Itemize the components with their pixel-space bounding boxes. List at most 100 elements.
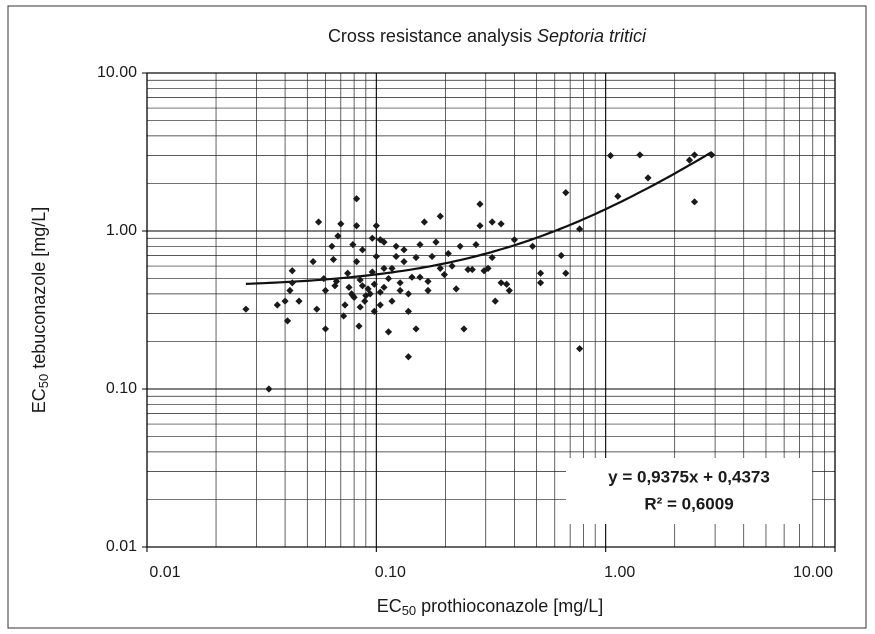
point bbox=[400, 246, 408, 254]
point bbox=[392, 252, 400, 261]
point bbox=[562, 188, 570, 197]
x-label-sub: 50 bbox=[402, 603, 416, 618]
point bbox=[372, 222, 380, 230]
point bbox=[281, 297, 289, 305]
y-tick-label: 1.00 bbox=[106, 222, 137, 239]
point bbox=[286, 286, 294, 295]
y-tick-label: 10.00 bbox=[97, 64, 137, 81]
point bbox=[356, 276, 364, 284]
point bbox=[488, 218, 496, 226]
point bbox=[488, 253, 496, 262]
point bbox=[685, 156, 694, 164]
point bbox=[440, 270, 448, 279]
point bbox=[368, 234, 376, 242]
point bbox=[352, 258, 361, 266]
point bbox=[576, 345, 584, 353]
point bbox=[436, 264, 444, 272]
point bbox=[358, 282, 367, 290]
point bbox=[404, 290, 413, 298]
r-squared: R² = 0,6009 bbox=[644, 494, 733, 513]
x-label-text: EC bbox=[377, 596, 402, 616]
point bbox=[708, 151, 716, 159]
point bbox=[436, 212, 444, 220]
point bbox=[370, 280, 378, 288]
x-label-rest: prothioconazole [mg/L] bbox=[416, 596, 603, 616]
chart-frame bbox=[7, 5, 867, 629]
point bbox=[412, 253, 420, 262]
point bbox=[332, 277, 341, 285]
point bbox=[464, 265, 472, 274]
point bbox=[320, 274, 328, 283]
point bbox=[468, 265, 476, 274]
point bbox=[416, 241, 424, 249]
point bbox=[380, 264, 388, 272]
trend-equation: y = 0,9375x + 0,4373 bbox=[608, 467, 770, 486]
point bbox=[321, 325, 330, 333]
point bbox=[444, 249, 452, 258]
point bbox=[484, 264, 492, 272]
point bbox=[314, 218, 323, 226]
point bbox=[452, 285, 460, 293]
y-axis-label: EC50 tebuconazole [mg/L] bbox=[29, 207, 52, 414]
point bbox=[432, 238, 440, 246]
point bbox=[370, 307, 378, 315]
point bbox=[283, 317, 292, 325]
point bbox=[341, 301, 349, 309]
title-italic: Septoria tritici bbox=[537, 26, 647, 46]
point bbox=[242, 305, 250, 313]
point bbox=[528, 242, 537, 250]
point bbox=[404, 353, 413, 361]
point bbox=[376, 288, 384, 296]
point bbox=[614, 192, 622, 200]
point bbox=[349, 241, 357, 249]
plot-border bbox=[146, 72, 836, 548]
point bbox=[361, 297, 369, 305]
point bbox=[340, 312, 348, 320]
point bbox=[497, 220, 505, 228]
point bbox=[510, 236, 519, 244]
point bbox=[420, 218, 428, 226]
point bbox=[606, 152, 615, 160]
y-tick-label: 0.10 bbox=[106, 380, 137, 397]
chart-title: Cross resistance analysis Septoria triti… bbox=[328, 26, 647, 46]
point bbox=[384, 274, 393, 283]
equation-box bbox=[566, 458, 812, 524]
x-tick-label: 0.01 bbox=[149, 564, 180, 581]
point bbox=[355, 322, 363, 330]
point bbox=[400, 258, 408, 266]
point bbox=[356, 303, 364, 311]
point bbox=[376, 301, 384, 309]
y-label-rest: tebuconazole [mg/L] bbox=[29, 207, 49, 374]
point bbox=[644, 174, 652, 182]
point bbox=[491, 297, 499, 305]
point bbox=[690, 198, 699, 206]
point bbox=[396, 286, 404, 295]
point bbox=[352, 195, 361, 203]
point bbox=[288, 267, 296, 275]
x-tick-label: 10.00 bbox=[793, 564, 833, 581]
point bbox=[295, 297, 303, 305]
point bbox=[309, 258, 317, 266]
point bbox=[388, 297, 396, 305]
point bbox=[428, 252, 436, 261]
point bbox=[448, 262, 456, 270]
point bbox=[321, 286, 330, 295]
point bbox=[424, 277, 432, 285]
point bbox=[350, 293, 358, 301]
point bbox=[690, 151, 699, 159]
point bbox=[536, 269, 545, 277]
point bbox=[288, 279, 296, 287]
point bbox=[345, 283, 353, 291]
point bbox=[334, 232, 342, 240]
point bbox=[503, 280, 511, 288]
point bbox=[313, 305, 321, 313]
point bbox=[366, 290, 374, 298]
point bbox=[576, 225, 584, 233]
point bbox=[408, 273, 416, 281]
x-tick-label: 1.00 bbox=[604, 564, 635, 581]
y-label-text: EC bbox=[29, 388, 49, 413]
point bbox=[329, 255, 338, 264]
point bbox=[562, 269, 570, 277]
point bbox=[372, 252, 380, 261]
